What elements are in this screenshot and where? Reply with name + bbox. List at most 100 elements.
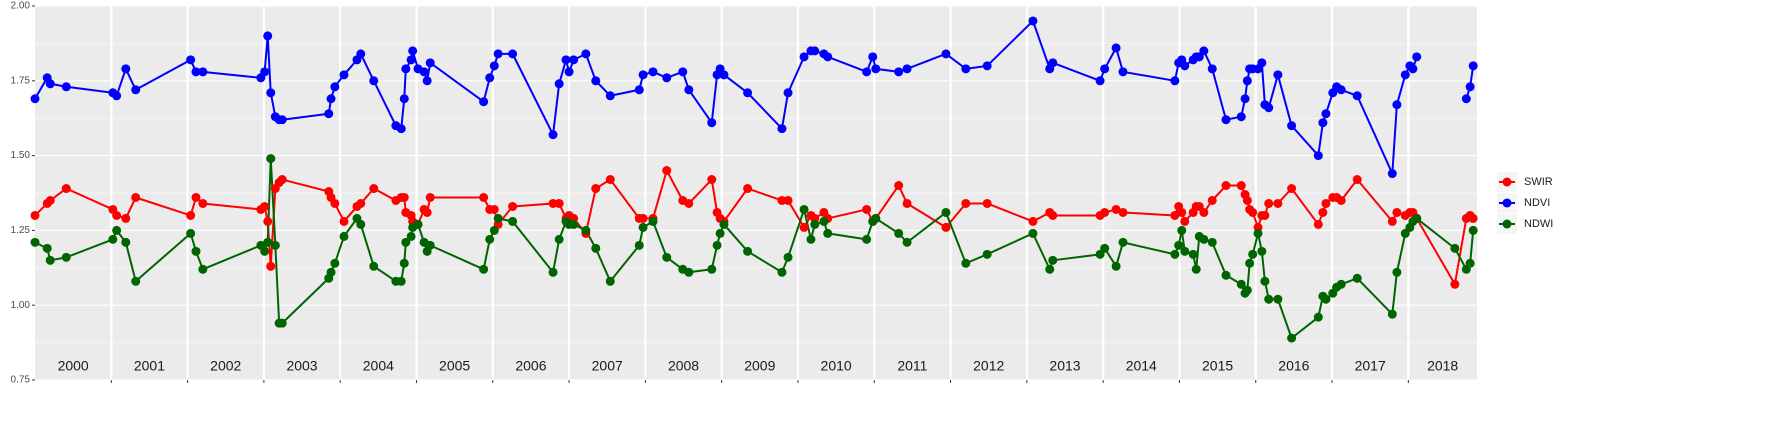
data-point <box>61 184 71 194</box>
data-point <box>1248 249 1258 259</box>
legend-marker <box>1502 177 1512 187</box>
data-point <box>260 201 270 211</box>
data-point <box>1260 276 1270 286</box>
data-point <box>45 79 55 89</box>
data-point <box>982 198 992 208</box>
data-point <box>554 79 564 89</box>
data-point <box>479 264 489 274</box>
year-label: 2010 <box>821 358 852 374</box>
data-point <box>862 204 872 214</box>
data-point <box>1465 82 1475 92</box>
data-point <box>1287 121 1297 131</box>
data-point <box>1392 267 1402 277</box>
data-point <box>982 61 992 71</box>
data-point <box>401 64 411 74</box>
data-point <box>982 249 992 259</box>
data-point <box>783 195 793 205</box>
data-point <box>508 201 518 211</box>
data-point <box>1048 210 1058 220</box>
data-point <box>1264 294 1274 304</box>
data-point <box>1248 207 1258 217</box>
data-point <box>941 49 951 59</box>
data-point <box>326 267 336 277</box>
data-point <box>1287 333 1297 343</box>
data-point <box>479 97 489 107</box>
data-point <box>489 225 499 235</box>
data-point <box>1336 195 1346 205</box>
data-point <box>1236 112 1246 122</box>
data-point <box>1199 234 1209 244</box>
data-point <box>941 207 951 217</box>
data-point <box>108 234 118 244</box>
data-point <box>894 67 904 77</box>
year-label: 2007 <box>592 358 623 374</box>
data-point <box>1468 61 1478 71</box>
data-point <box>799 222 809 232</box>
data-point <box>369 76 379 86</box>
data-point <box>399 258 409 268</box>
data-point <box>648 216 658 226</box>
data-point <box>1313 312 1323 322</box>
data-point <box>485 73 495 83</box>
data-point <box>339 216 349 226</box>
data-point <box>1170 210 1180 220</box>
data-point <box>1273 70 1283 80</box>
year-label: 2000 <box>58 358 89 374</box>
data-point <box>591 243 601 253</box>
data-point <box>1100 64 1110 74</box>
legend-label: SWIR <box>1524 176 1553 188</box>
data-point <box>871 213 881 223</box>
data-point <box>638 70 648 80</box>
data-point <box>743 88 753 98</box>
data-point <box>1236 181 1246 191</box>
year-label: 2006 <box>515 358 546 374</box>
data-point <box>1257 58 1267 68</box>
data-point <box>569 55 579 65</box>
data-point <box>339 70 349 80</box>
year-label: 2004 <box>363 358 394 374</box>
data-point <box>1313 219 1323 229</box>
year-label: 2011 <box>897 358 927 374</box>
data-point <box>806 234 816 244</box>
data-point <box>1260 210 1270 220</box>
data-point <box>30 210 40 220</box>
data-point <box>1111 43 1121 53</box>
data-point <box>1236 279 1246 289</box>
data-point <box>1221 181 1231 191</box>
data-point <box>30 94 40 104</box>
data-point <box>564 67 574 77</box>
data-point <box>339 231 349 241</box>
data-point <box>783 252 793 262</box>
data-point <box>260 67 270 77</box>
data-point <box>1240 94 1250 104</box>
data-point <box>112 225 122 235</box>
data-point <box>356 49 366 59</box>
data-point <box>684 267 694 277</box>
data-point <box>1336 279 1346 289</box>
data-point <box>1207 195 1217 205</box>
data-point <box>783 88 793 98</box>
data-point <box>324 109 334 119</box>
data-point <box>777 124 787 134</box>
data-point <box>508 49 518 59</box>
data-point <box>1221 115 1231 125</box>
year-label: 2018 <box>1427 358 1458 374</box>
data-point <box>662 166 672 176</box>
y-tick-label: 2.00 <box>11 1 31 12</box>
data-point <box>1245 258 1255 268</box>
data-point <box>131 276 141 286</box>
data-point <box>1048 255 1058 265</box>
data-point <box>356 219 366 229</box>
data-point <box>277 115 287 125</box>
data-point <box>1408 64 1418 74</box>
data-point <box>263 31 273 41</box>
data-point <box>941 222 951 232</box>
data-point <box>277 175 287 185</box>
data-point <box>678 67 688 77</box>
data-point <box>634 85 644 95</box>
legend-label: NDVI <box>1524 197 1550 209</box>
data-point <box>1118 237 1128 247</box>
data-point <box>561 55 571 65</box>
data-point <box>266 261 276 271</box>
